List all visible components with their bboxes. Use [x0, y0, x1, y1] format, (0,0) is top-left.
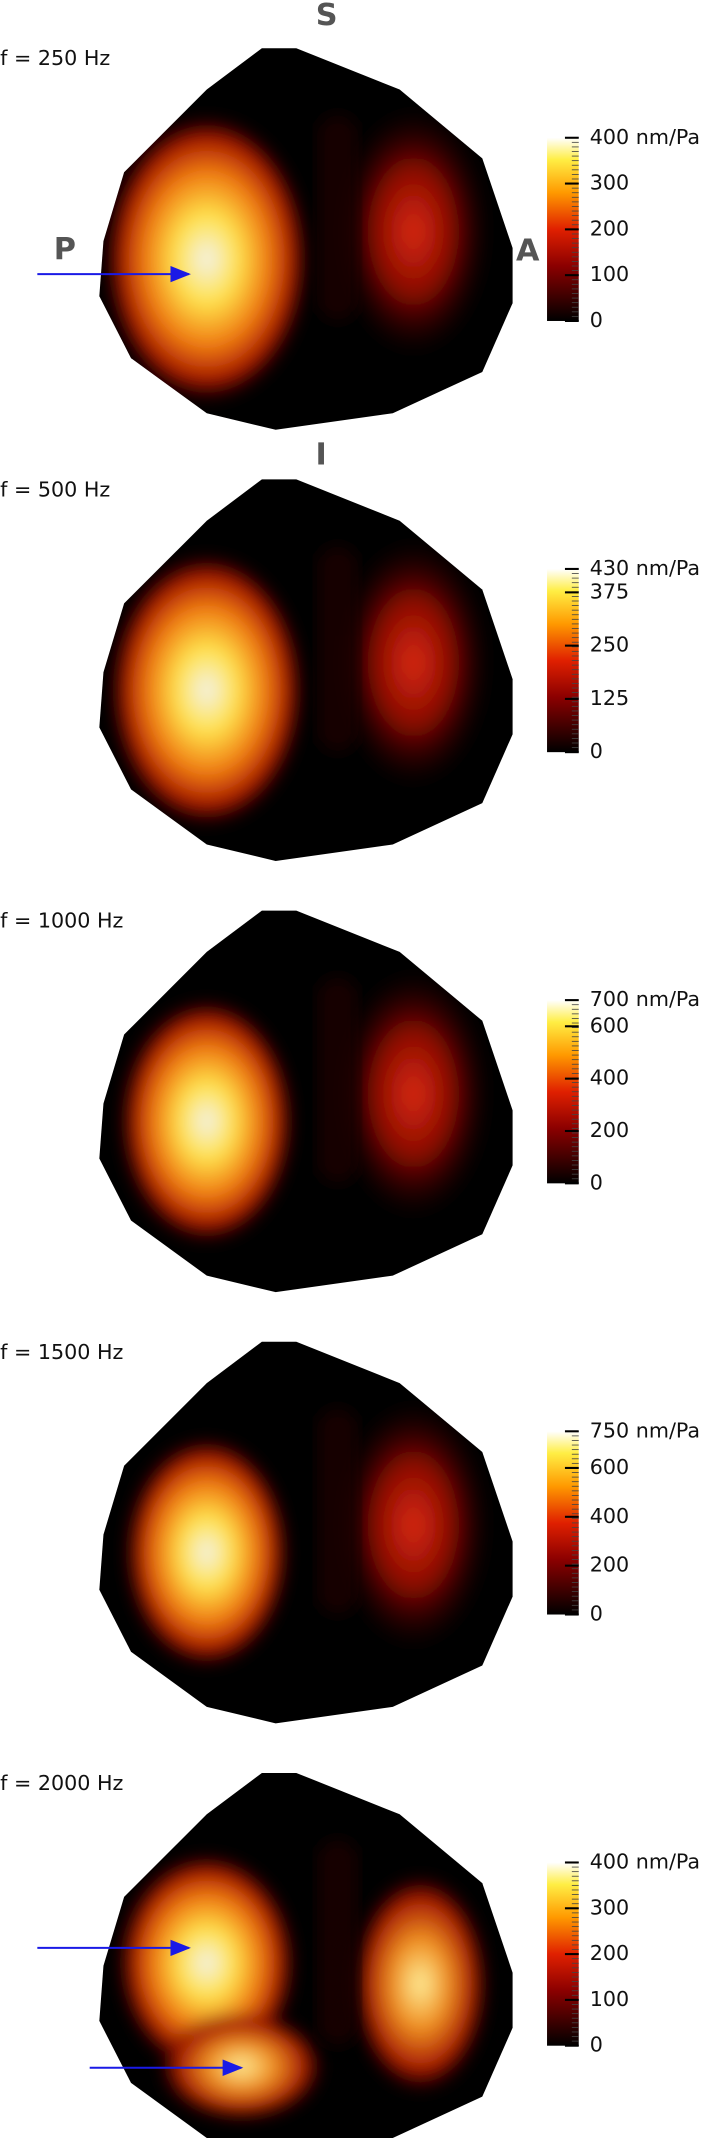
colorbar-tick-label: 375 — [590, 579, 629, 603]
colorbar-tick-label: 0 — [590, 2033, 603, 2057]
colorbar-tick-label: 300 — [590, 1895, 629, 1919]
colorbar-tick-label: 200 — [590, 1118, 629, 1142]
blobs — [124, 1400, 490, 1669]
hot-spot — [103, 114, 311, 404]
heatmap — [118, 969, 490, 1245]
colorbar-tick-label: 400 nm/Pa — [590, 1849, 700, 1873]
colorbar-tick-label: 200 — [590, 1941, 629, 1965]
colorbar-tick-label: 125 — [590, 686, 629, 710]
colorbar-tick-label: 0 — [590, 1170, 603, 1194]
colorbar-tick-label: 0 — [590, 739, 603, 763]
frequency-label: f = 1000 Hz — [0, 909, 123, 933]
center-strip — [316, 114, 359, 321]
frequency-label: f = 2000 Hz — [0, 1771, 123, 1795]
blobs — [118, 969, 490, 1245]
center-strip — [316, 545, 359, 753]
colorbar-tick-label: 400 nm/Pa — [590, 125, 700, 149]
colorbar-tick-label: 300 — [590, 171, 629, 195]
colorbar-tick-label: 600 — [590, 1455, 629, 1479]
colorbar-tick-label: 200 — [590, 1553, 629, 1577]
hot-spot — [351, 1873, 490, 2094]
center-strip — [316, 1407, 359, 1615]
panel: f = 250 Hz 0 100 200 300 400 nm/Pa — [0, 46, 700, 430]
frequency-label: f = 250 Hz — [0, 46, 110, 70]
colorbar-tick-label: 0 — [590, 1602, 603, 1626]
colorbar-tick-label: 600 — [590, 1013, 629, 1037]
hot-spot — [108, 552, 305, 828]
colorbar-tick-label: 0 — [590, 308, 603, 332]
colorbar-tick-label: 100 — [590, 262, 629, 286]
colorbar-tick-label: 750 nm/Pa — [590, 1418, 700, 1442]
superior-label: S — [316, 0, 338, 33]
blobs — [108, 538, 490, 828]
colorbar-tick-label: 100 — [590, 1987, 629, 2011]
panel: f = 2000 Hz 0 100 200 300 400 nm/Pa — [0, 1771, 700, 2138]
posterior-label: P — [54, 232, 76, 267]
anterior-label: A — [516, 234, 540, 269]
center-strip — [316, 1839, 359, 2046]
colorbar-tick-label: 430 nm/Pa — [590, 556, 700, 580]
inferior-label: I — [315, 437, 326, 472]
hot-spot — [124, 1436, 290, 1669]
colorbar-tick-label: 400 — [590, 1066, 629, 1090]
heatmap — [103, 107, 490, 404]
colorbar-tick-label: 250 — [590, 633, 629, 657]
panel: f = 1500 Hz 0 200 400 600 750 nm/Pa — [0, 1340, 700, 1724]
blobs — [103, 107, 490, 404]
heatmap — [124, 1400, 490, 1669]
center-strip — [316, 976, 359, 1184]
hot-spot — [337, 969, 490, 1218]
colorbar-tick-label: 700 nm/Pa — [590, 987, 700, 1011]
colorbar-tick-label: 400 — [590, 1504, 629, 1528]
hot-spot — [337, 1400, 490, 1649]
heatmap — [108, 538, 490, 828]
hot-spot — [337, 538, 490, 787]
frequency-label: f = 1500 Hz — [0, 1340, 123, 1364]
hot-spot — [158, 2011, 324, 2122]
frequency-label: f = 500 Hz — [0, 477, 110, 501]
hot-spot — [118, 998, 295, 1245]
hot-spot — [337, 107, 490, 356]
colorbar-tick-label: 200 — [590, 216, 629, 240]
